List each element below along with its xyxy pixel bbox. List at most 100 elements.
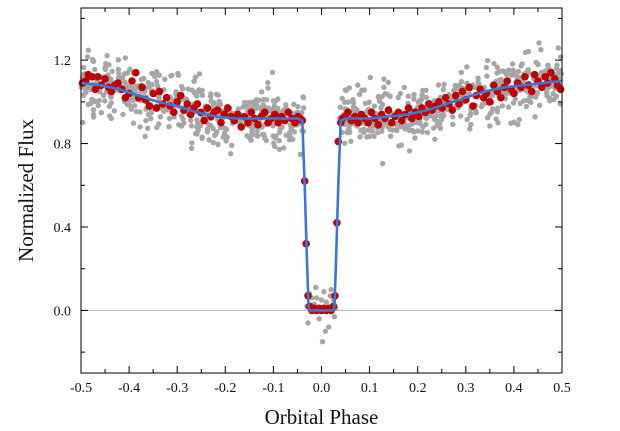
binned-data-point [451,91,460,100]
raw-data-point [195,120,201,126]
raw-data-point [499,103,506,109]
raw-data-point [501,90,508,96]
binned-data-point [425,100,433,108]
binned-data-point [541,73,549,81]
x-tick-label: 0.3 [457,381,475,396]
binned-data-point [344,108,352,117]
raw-data-point [108,100,114,106]
raw-data-point [156,72,162,79]
raw-data-point [412,135,418,141]
raw-data-point [157,114,164,120]
raw-data-point [277,126,283,132]
x-tick-label: -0.4 [118,381,140,396]
raw-data-point [192,130,199,137]
raw-data-point [228,151,234,157]
raw-data-point [259,89,265,95]
raw-data-point [210,139,216,146]
raw-data-point [146,84,152,90]
raw-data-point [270,98,277,104]
raw-data-point [342,87,348,93]
x-tick-label: 0.4 [505,381,523,396]
raw-data-point [102,66,109,73]
raw-data-point [358,127,364,133]
raw-data-point [494,109,501,115]
raw-data-point [419,92,425,98]
raw-data-point [276,138,282,144]
raw-data-point [418,97,425,103]
binned-data-point [149,89,157,98]
raw-data-point [122,55,128,61]
raw-data-point [119,74,126,81]
raw-data-point [381,84,387,91]
raw-data-point [450,121,456,128]
binned-data-point [291,118,299,127]
raw-data-point [295,103,301,110]
raw-data-point [260,96,267,103]
raw-data-point [355,82,361,88]
raw-data-point [423,94,429,101]
raw-data-point [415,128,421,134]
raw-data-point [484,73,490,79]
raw-data-point [441,81,447,88]
raw-data-point [495,120,501,126]
raw-data-point [357,134,363,140]
raw-data-point [100,92,107,99]
raw-data-point [423,121,429,128]
raw-data-point [245,100,251,106]
raw-data-point [394,127,400,134]
raw-data-point [208,91,214,97]
raw-data-point [221,130,228,137]
raw-data-point [133,83,139,90]
binned-data-point [455,100,463,108]
raw-data-point [314,295,320,301]
raw-data-point [115,66,122,73]
raw-data-point [128,106,134,112]
raw-data-point [193,93,200,99]
raw-data-point [354,107,360,113]
raw-data-point [80,64,87,71]
raw-data-point [127,66,133,72]
raw-data-point [411,91,417,98]
raw-data-point [196,71,203,77]
x-tick-label: -0.3 [166,381,188,396]
raw-data-point [169,72,175,79]
raw-data-point [484,57,491,64]
raw-data-point [331,314,338,320]
raw-data-point [265,79,271,86]
raw-data-point [417,120,423,127]
binned-data-point [91,85,100,94]
raw-data-point [108,115,115,122]
binned-data-point [94,73,102,81]
raw-data-point [420,87,426,94]
y-tick-label: 0.0 [54,304,72,319]
binned-data-point [527,87,536,96]
binned-data-point [503,77,512,85]
raw-data-point [516,116,522,123]
raw-data-point [494,64,500,70]
raw-data-point [512,96,518,102]
binned-data-point [237,123,245,131]
raw-data-point [162,76,168,83]
y-tick-label: 1.2 [54,54,72,69]
binned-data-point [458,87,467,96]
binned-data-point [274,118,283,127]
binned-data-point [114,79,122,87]
raw-data-point [269,69,276,76]
binned-data-point [132,68,140,77]
binned-data-point [183,100,192,108]
x-tick-labels-layer: -0.5 -0.4 -0.3 -0.2 -0.1 0.0 0.1 0.2 0.3 0.4 0.5 [70,381,571,396]
raw-data-point [468,110,474,117]
raw-data-point [166,124,172,130]
x-axis-title: Orbital Phase [265,405,379,429]
raw-data-point [85,47,92,53]
raw-data-point [192,74,199,80]
raw-data-point [346,85,352,91]
raw-data-point [488,109,494,116]
model-curve-layer [80,79,563,312]
raw-data-point [398,123,404,129]
raw-data-point [175,70,181,77]
raw-data-point [128,84,134,91]
binned-points-layer [78,68,565,315]
raw-data-point [211,132,218,139]
